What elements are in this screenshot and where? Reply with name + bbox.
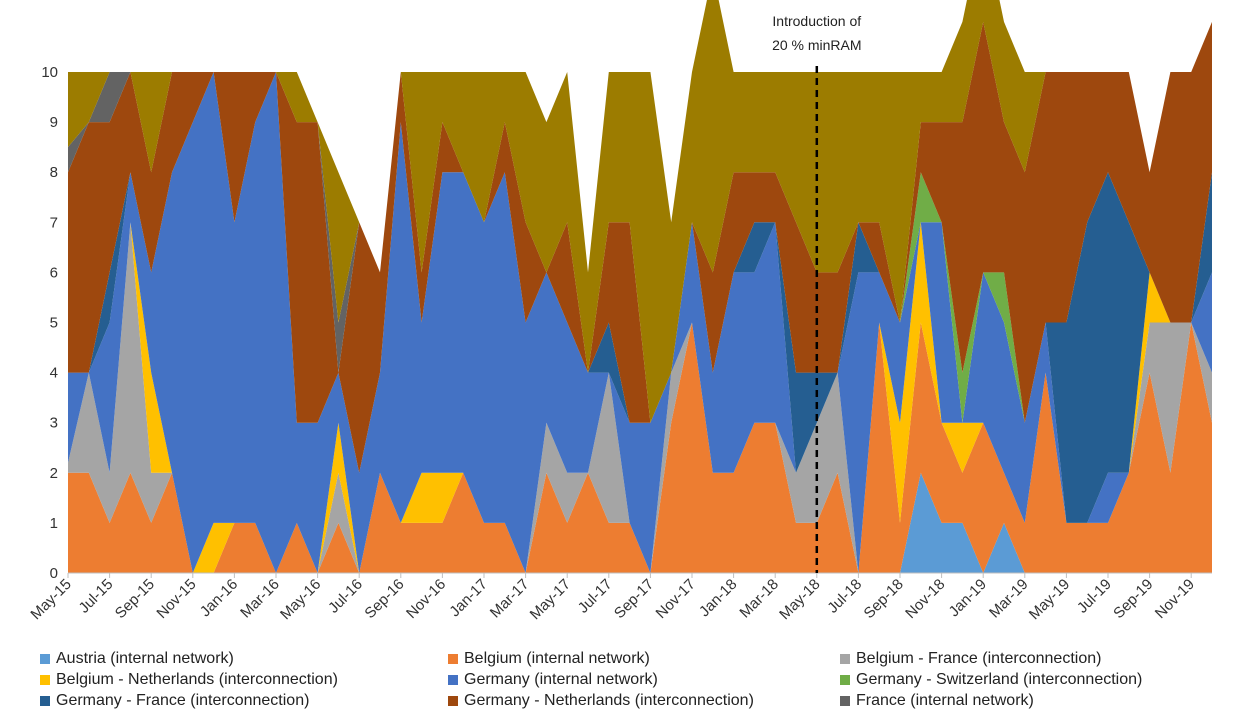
x-tick-label: Nov-18 — [902, 576, 948, 622]
x-tick-label: Sep-15 — [112, 576, 158, 622]
y-tick-label: 7 — [50, 214, 58, 231]
y-tick-label: 6 — [50, 264, 58, 281]
x-tick-label: May-19 — [1026, 576, 1073, 623]
x-tick-label: May-18 — [776, 576, 823, 623]
y-tick-label: 4 — [50, 365, 58, 382]
y-tick-label: 9 — [50, 114, 58, 131]
x-tick-label: Mar-16 — [237, 576, 283, 622]
legend-label: Germany (internal network) — [464, 671, 658, 688]
x-tick-label: Jul-18 — [824, 576, 865, 617]
legend-swatch — [40, 675, 50, 685]
y-axis-ticks: 0 1 2 3 4 5 6 7 8 9 10 — [41, 64, 58, 582]
legend-label: Austria (internal network) — [56, 650, 234, 667]
x-tick-label: Mar-17 — [487, 576, 533, 622]
annotation-label-line2: 20 % minRAM — [772, 37, 861, 53]
y-tick-label: 0 — [50, 565, 58, 582]
chart-areas — [68, 0, 1212, 574]
area-series-6 — [68, 72, 1212, 523]
legend-swatch — [840, 675, 850, 685]
y-tick-label: 10 — [41, 64, 58, 81]
x-tick-label: Nov-15 — [153, 576, 199, 622]
x-tick-label: Sep-19 — [1110, 576, 1156, 622]
x-tick-label: Jan-19 — [946, 576, 990, 620]
legend-swatch — [40, 696, 50, 706]
legend-item: Germany (internal network) — [448, 671, 840, 689]
x-tick-label: May-15 — [27, 576, 74, 623]
x-tick-label: May-17 — [527, 576, 574, 623]
y-tick-label: 8 — [50, 164, 58, 181]
annotation-label-line1: Introduction of — [772, 13, 861, 29]
legend-swatch — [448, 675, 458, 685]
x-tick-label: May-16 — [277, 576, 324, 623]
legend-item: Austria (internal network) — [40, 650, 448, 668]
x-tick-label: Jul-15 — [76, 576, 117, 617]
legend-label: Germany - Switzerland (interconnection) — [856, 671, 1143, 688]
legend-item: Belgium (internal network) — [448, 650, 840, 668]
x-tick-label: Nov-17 — [653, 576, 699, 622]
area-series-4 — [68, 72, 1212, 573]
legend-label: Germany - France (interconnection) — [56, 692, 310, 709]
legend-item: Germany - France (interconnection) — [40, 692, 448, 710]
legend-item: Germany - Switzerland (interconnection) — [840, 671, 1230, 689]
x-tick-label: Jul-16 — [325, 576, 366, 617]
legend-label: France (internal network) — [856, 692, 1034, 709]
x-axis-ticks: May-15 Jul-15Sep-15Nov-15Jan-16Mar-16May-… — [27, 573, 1198, 623]
area-series-1 — [68, 322, 1212, 573]
legend-label: Belgium (internal network) — [464, 650, 650, 667]
x-tick-label: Nov-19 — [1152, 576, 1198, 622]
y-tick-label: 2 — [50, 465, 58, 482]
x-tick-label: Jul-17 — [575, 576, 616, 617]
x-tick-label: Sep-17 — [611, 576, 657, 622]
y-tick-label: 3 — [50, 415, 58, 432]
x-tick-label: Jan-17 — [446, 576, 490, 620]
x-tick-label: Nov-16 — [403, 576, 449, 622]
legend-swatch — [840, 696, 850, 706]
legend-item: Belgium - Netherlands (interconnection) — [40, 671, 448, 689]
chart-legend: Austria (internal network) Belgium (inter… — [40, 650, 1230, 710]
area-series-0 — [68, 472, 1212, 573]
legend-swatch — [840, 654, 850, 664]
legend-item: Belgium - France (interconnection) — [840, 650, 1230, 668]
legend-label: Germany - Netherlands (interconnection) — [464, 692, 754, 709]
legend-swatch — [448, 654, 458, 664]
y-tick-label: 5 — [50, 315, 58, 332]
legend-item: Germany - Netherlands (interconnection) — [448, 692, 840, 710]
legend-swatch — [448, 696, 458, 706]
legend-item: France (internal network) — [840, 692, 1230, 710]
legend-label: Belgium - France (interconnection) — [856, 650, 1102, 667]
x-tick-label: Sep-16 — [361, 576, 407, 622]
legend-label: Belgium - Netherlands (interconnection) — [56, 671, 338, 688]
area-series-9 — [68, 0, 1212, 423]
x-tick-label: Jul-19 — [1074, 576, 1115, 617]
x-tick-label: Mar-19 — [986, 576, 1032, 622]
x-tick-label: Mar-18 — [736, 576, 782, 622]
area-series-7 — [68, 21, 1212, 473]
x-tick-label: Sep-18 — [861, 576, 907, 622]
x-tick-label: Jan-16 — [197, 576, 241, 620]
y-tick-label: 1 — [50, 515, 58, 532]
x-tick-label: Jan-18 — [696, 576, 740, 620]
legend-swatch — [40, 654, 50, 664]
area-series-3 — [68, 222, 1212, 574]
